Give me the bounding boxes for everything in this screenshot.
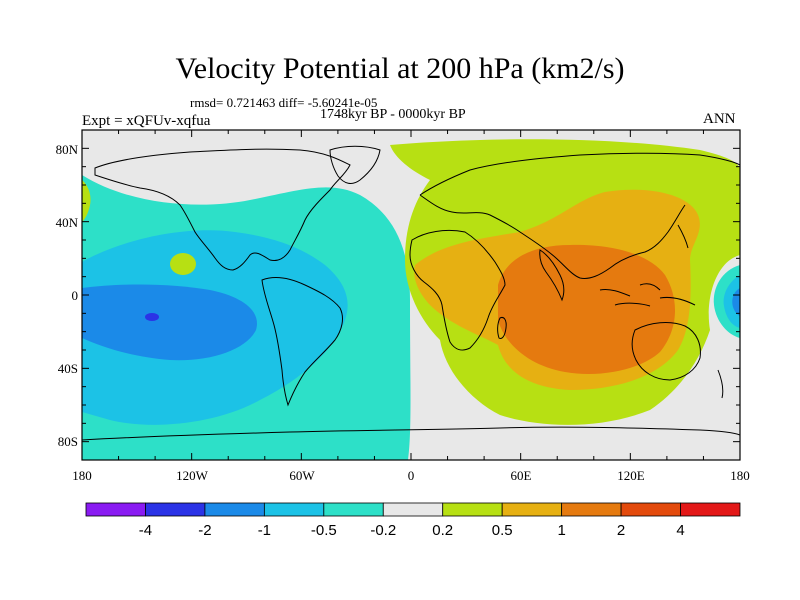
colorbar-label: -0.5 — [311, 522, 337, 539]
colorbar: -4 -2 -1 -0.5 -0.2 0.2 0.5 1 2 4 — [85, 502, 741, 539]
colorbar-label: 2 — [617, 522, 625, 539]
stats-text: rmsd= 0.721463 diff= -5.60241e-05 — [190, 95, 378, 110]
colorbar-label: 0.2 — [432, 522, 453, 539]
colorbar-label: -1 — [258, 522, 271, 539]
colorbar-swatch — [382, 502, 444, 517]
coastline-layer — [82, 145, 740, 441]
coast-india — [539, 249, 565, 302]
colorbar-swatch — [442, 502, 503, 517]
x-tick-label: 180 — [72, 468, 92, 483]
contour-neg-02-pacific-blob — [170, 253, 196, 275]
contour-fill-layer — [82, 130, 740, 460]
x-tick-label: 60E — [511, 468, 532, 483]
x-tick-label: 120W — [176, 468, 209, 483]
colorbar-swatch — [620, 502, 681, 517]
axis-ticks — [81, 129, 741, 461]
x-tick-label: 180 — [730, 468, 750, 483]
contour-pos-1 — [498, 244, 676, 374]
colorbar-swatch — [680, 502, 741, 517]
colorbar-swatch — [501, 502, 563, 517]
coast-greenland — [329, 145, 381, 184]
y-tick-label: 0 — [72, 288, 79, 303]
coast-madagascar — [497, 317, 507, 339]
contour-neg-2 — [145, 313, 159, 321]
contour-neg-1 — [82, 284, 257, 361]
coast-japan — [677, 224, 689, 249]
y-tick-label: 80S — [58, 434, 78, 449]
coast-australia — [631, 322, 701, 381]
x-tick-label: 60W — [289, 468, 315, 483]
colorbar-label: -0.2 — [370, 522, 396, 539]
season-label: ANN — [703, 111, 736, 127]
x-tick-label: 0 — [408, 468, 415, 483]
coast-new-zealand — [717, 369, 724, 399]
colorbar-swatch — [263, 502, 325, 517]
coast-north-america — [94, 148, 351, 271]
colorbar-swatch — [204, 502, 265, 517]
period-text: 1748kyr BP - 0000kyr BP — [320, 107, 466, 122]
coast-maritime-continent — [599, 283, 696, 307]
x-tick-label: 120E — [617, 468, 645, 483]
coast-antarctica — [82, 426, 740, 441]
y-tick-label: 40S — [58, 361, 78, 376]
colorbar-label: 1 — [557, 522, 565, 539]
experiment-label: Expt = xQFUv-xqfua — [82, 113, 211, 129]
y-tick-label: 40N — [56, 215, 79, 230]
coast-africa — [409, 229, 506, 351]
colorbar-label: 4 — [676, 522, 684, 539]
contour-pos-02-southern-tail — [82, 180, 91, 222]
colorbar-label: -2 — [198, 522, 211, 539]
coast-eurasia — [419, 152, 740, 279]
colorbar-swatch — [323, 502, 384, 517]
colorbar-swatch — [145, 502, 206, 517]
plot-title: Velocity Potential at 200 hPa (km2/s) — [175, 52, 625, 85]
colorbar-label: -4 — [139, 522, 152, 539]
y-tick-label: 80N — [56, 142, 79, 157]
contour-neg-05-east-edge — [723, 275, 740, 328]
colorbar-label: 0.5 — [492, 522, 513, 539]
colorbar-swatch — [561, 502, 622, 517]
colorbar-swatch — [85, 502, 146, 517]
coast-south-america — [261, 277, 343, 407]
